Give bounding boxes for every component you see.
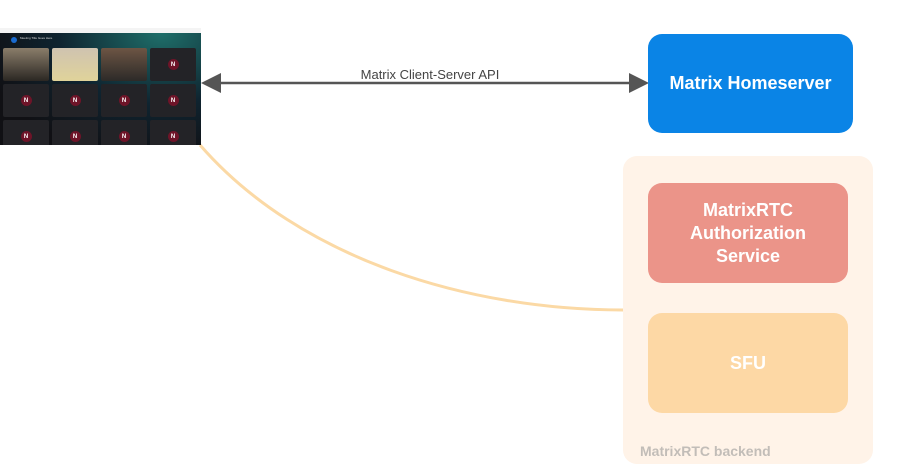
element-call-screenshot: Meeting Title Goes Here N N N N N N N N N — [0, 28, 201, 145]
participant-tile: N — [150, 84, 196, 117]
matrixrtc-backend-label: MatrixRTC backend — [640, 443, 771, 459]
participant-avatar: N — [20, 131, 32, 142]
browser-toolbar — [0, 28, 201, 33]
participant-tile — [52, 48, 98, 81]
participant-avatar: N — [118, 95, 130, 106]
participant-avatar: N — [167, 95, 179, 106]
participant-avatar: N — [118, 131, 130, 142]
meeting-title: Meeting Title Goes Here — [20, 36, 53, 40]
matrixrtc-authorization-service: MatrixRTC Authorization Service — [648, 183, 848, 283]
participant-tile: N — [101, 120, 147, 145]
client-server-api-label: Matrix Client-Server API — [360, 67, 500, 82]
participant-avatar: N — [69, 95, 81, 106]
client-to-backend-curve — [198, 144, 624, 312]
participant-tile: N — [3, 120, 49, 145]
participant-tile: N — [3, 84, 49, 117]
participant-avatar: N — [167, 131, 179, 142]
participant-tile: N — [52, 84, 98, 117]
participant-avatar: N — [20, 95, 32, 106]
sfu: SFU — [648, 313, 848, 413]
participant-avatar: N — [69, 131, 81, 142]
room-avatar — [11, 37, 17, 43]
participant-avatar: N — [167, 59, 179, 70]
matrix-homeserver: Matrix Homeserver — [648, 34, 853, 133]
participant-tile: N — [101, 84, 147, 117]
participant-tile: N — [52, 120, 98, 145]
participant-tile — [101, 48, 147, 81]
participant-tile: N — [150, 48, 196, 81]
participant-tile: N — [150, 120, 196, 145]
participant-tile — [3, 48, 49, 81]
